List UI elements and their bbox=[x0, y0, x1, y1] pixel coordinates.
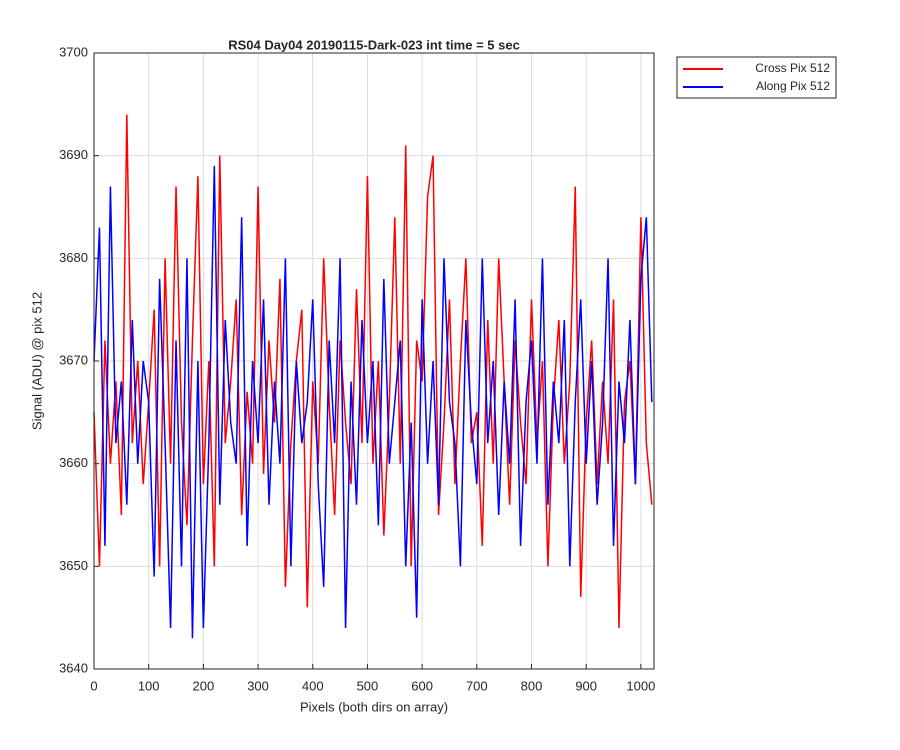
x-tick-label: 900 bbox=[575, 678, 597, 693]
x-axis-label: Pixels (both dirs on array) bbox=[300, 699, 448, 714]
plot-frame bbox=[93, 52, 655, 670]
chart-title: RS04 Day04 20190115-Dark-023 int time = … bbox=[228, 37, 520, 52]
x-tick-label: 200 bbox=[193, 678, 215, 693]
y-tick-label: 3660 bbox=[59, 455, 88, 470]
x-tick-label: 1000 bbox=[626, 678, 655, 693]
y-tick-label: 3670 bbox=[59, 352, 88, 367]
legend-label: Along Pix 512 bbox=[756, 79, 830, 93]
x-tick-label: 300 bbox=[247, 678, 269, 693]
y-tick-label: 3680 bbox=[59, 250, 88, 265]
x-tick-label: 0 bbox=[90, 678, 97, 693]
y-tick-label: 3640 bbox=[59, 660, 88, 675]
x-tick-label: 100 bbox=[138, 678, 160, 693]
data-line bbox=[93, 165, 653, 639]
x-tick-label: 400 bbox=[302, 678, 324, 693]
data-line bbox=[93, 114, 653, 628]
y-tick-label: 3700 bbox=[59, 44, 88, 59]
y-tick-label: 3650 bbox=[59, 558, 88, 573]
x-tick-label: 800 bbox=[521, 678, 543, 693]
y-tick-label: 3690 bbox=[59, 147, 88, 162]
legend-label: Cross Pix 512 bbox=[755, 61, 830, 75]
x-tick-label: 500 bbox=[357, 678, 379, 693]
y-axis-label: Signal (ADU) @ pix 512 bbox=[29, 292, 44, 430]
legend-box bbox=[676, 56, 837, 99]
x-tick-label: 600 bbox=[411, 678, 433, 693]
x-tick-label: 700 bbox=[466, 678, 488, 693]
